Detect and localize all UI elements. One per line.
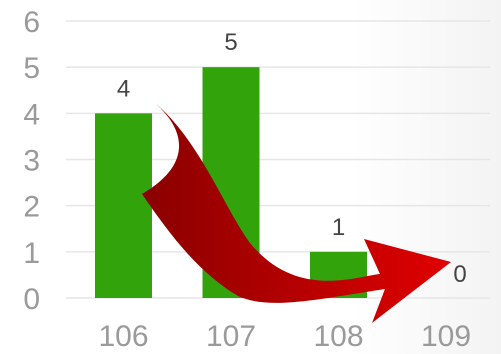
x-tick-label: 108 bbox=[313, 320, 363, 353]
x-tick-label: 107 bbox=[206, 320, 256, 353]
x-tick-label: 106 bbox=[98, 320, 148, 353]
x-tick-label: 109 bbox=[421, 320, 471, 353]
data-label-109: 0 bbox=[453, 261, 466, 288]
y-tick-label: 2 bbox=[23, 191, 40, 224]
y-tick-label: 5 bbox=[23, 52, 40, 85]
bar-106 bbox=[95, 113, 152, 298]
trend-arrow-annotation bbox=[142, 104, 451, 323]
y-tick-label: 3 bbox=[23, 145, 40, 178]
x-axis-ticks: 106 107 108 109 bbox=[98, 320, 471, 353]
y-tick-label: 4 bbox=[23, 98, 40, 131]
y-tick-label: 1 bbox=[23, 237, 40, 270]
y-tick-label: 6 bbox=[23, 6, 40, 39]
data-label-107: 5 bbox=[224, 29, 237, 56]
y-tick-label: 0 bbox=[23, 283, 40, 316]
y-axis-ticks: 0 1 2 3 4 5 6 bbox=[23, 6, 40, 316]
data-label-108: 1 bbox=[332, 214, 345, 241]
data-label-106: 4 bbox=[117, 75, 130, 102]
data-labels: 4 5 1 0 bbox=[117, 29, 467, 288]
